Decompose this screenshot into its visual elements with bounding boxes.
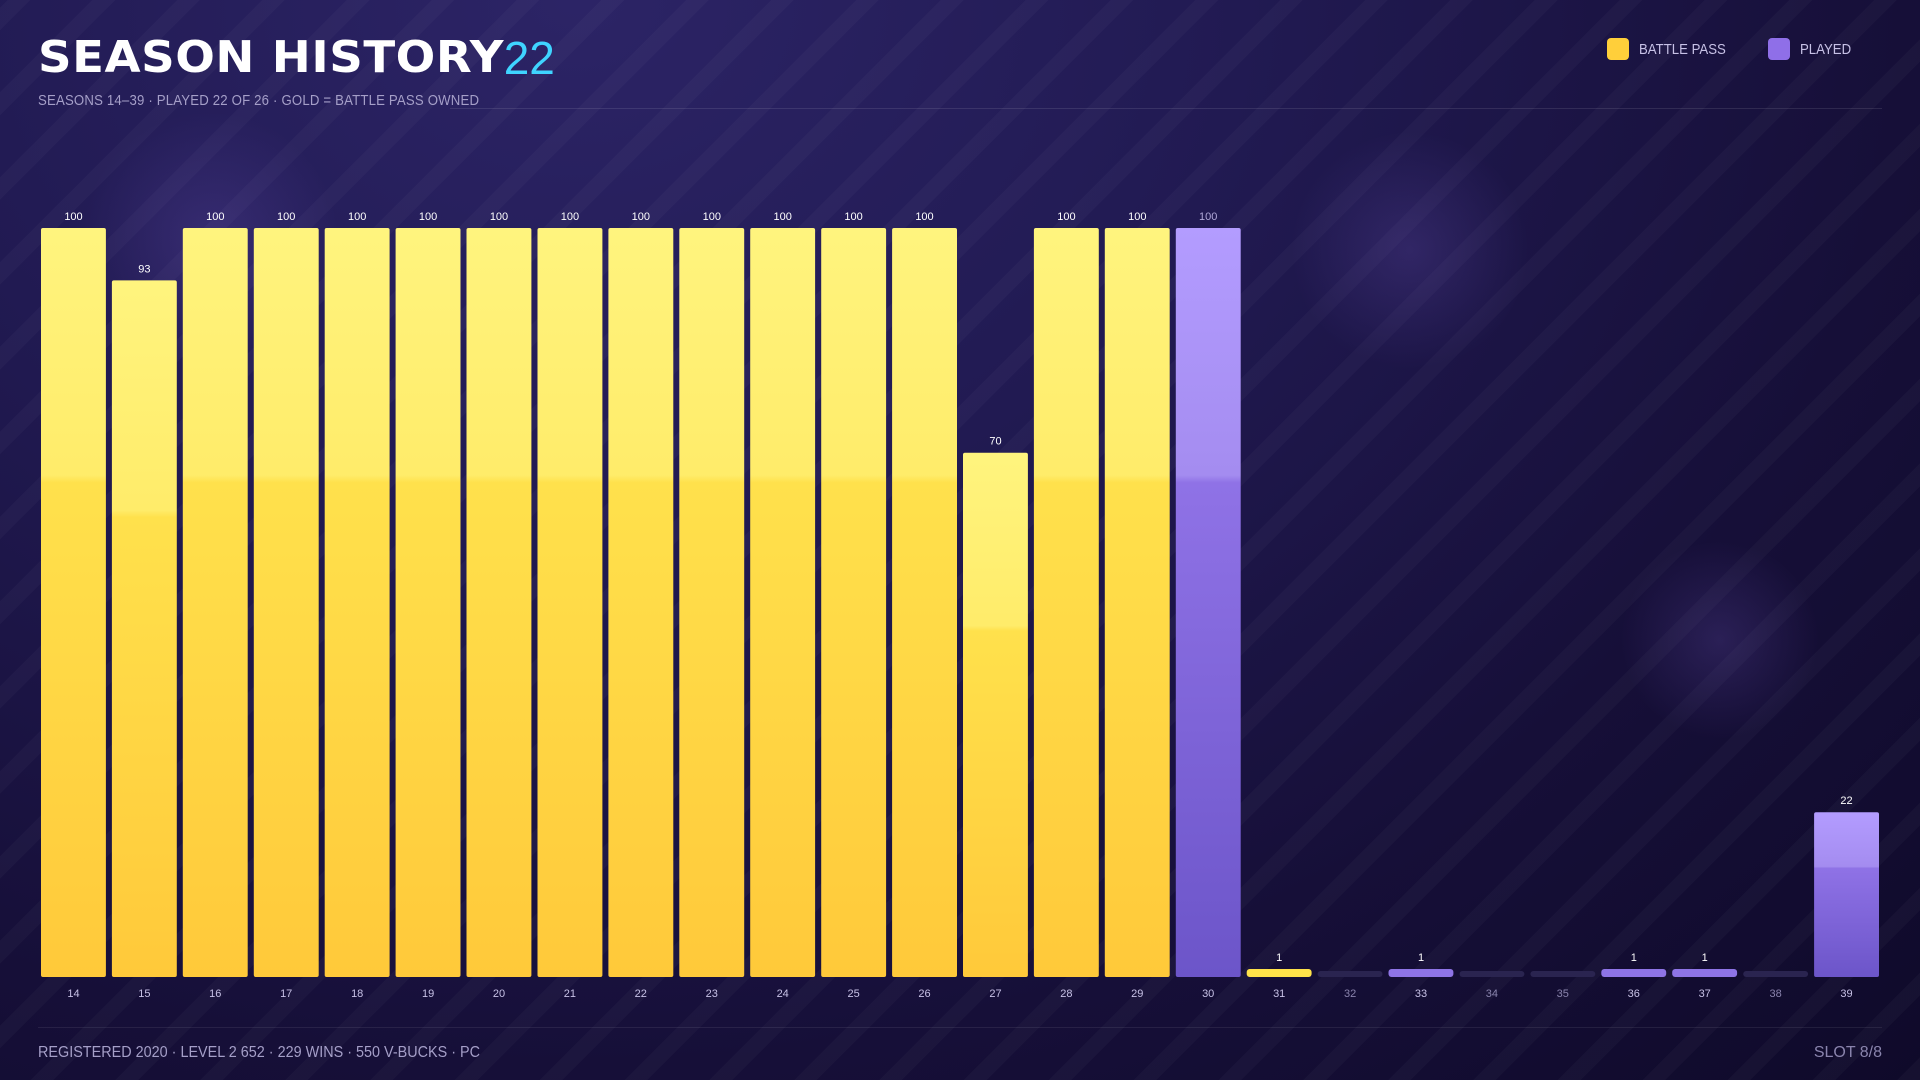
bar-season-20 (466, 228, 532, 977)
x-tick-label: 19 (422, 988, 434, 1000)
x-tick-label: 15 (138, 988, 150, 1000)
value-label: 100 (632, 211, 650, 223)
bar-season-29 (1104, 228, 1170, 977)
bar-season-36 (1601, 969, 1667, 977)
x-tick-label: 35 (1557, 988, 1569, 1000)
x-tick-label: 26 (918, 988, 930, 1000)
bar-season-34 (1459, 971, 1525, 977)
bar-season-15 (111, 280, 177, 977)
x-tick-label: 14 (67, 988, 79, 1000)
played-count: 22 (503, 32, 555, 84)
x-tick-label: 18 (351, 988, 363, 1000)
value-label: 100 (1057, 211, 1075, 223)
account-summary: REGISTERED 2020 · LEVEL 2 652 · 229 WINS… (38, 1044, 481, 1061)
value-label: 100 (490, 211, 508, 223)
page-subtitle: SEASONS 14–39 · PLAYED 22 OF 26 · GOLD =… (38, 92, 480, 109)
x-tick-label: 28 (1060, 988, 1072, 1000)
value-label: 100 (703, 211, 721, 223)
bar-season-28 (1033, 228, 1099, 977)
bar-season-26 (892, 228, 957, 977)
bar-season-30 (1175, 228, 1241, 977)
value-label: 100 (915, 211, 933, 223)
x-tick-label: 25 (847, 988, 859, 1000)
value-label: 100 (774, 211, 792, 223)
value-label: 100 (419, 211, 437, 223)
x-tick-label: 38 (1769, 988, 1781, 1000)
x-tick-label: 33 (1415, 988, 1427, 1000)
header-divider (450, 108, 1882, 109)
bar-season-21 (537, 228, 603, 977)
bar-season-22 (608, 228, 674, 977)
x-tick-label: 34 (1486, 988, 1498, 1000)
value-label: 100 (277, 211, 295, 223)
x-tick-label: 22 (635, 988, 647, 1000)
bar-season-38 (1743, 971, 1809, 977)
footer-divider (38, 1027, 1882, 1028)
bar-group (41, 228, 1879, 977)
value-label: 100 (561, 211, 579, 223)
value-label: 1 (1702, 952, 1708, 964)
x-tick-label: 37 (1699, 988, 1711, 1000)
x-tick-label: 21 (564, 988, 576, 1000)
value-label: 100 (1199, 211, 1217, 223)
x-tick-label: 23 (706, 988, 718, 1000)
value-label-group: 100 93 100 100 100 100 100 100 100 100 100 100 100 70… (64, 211, 1852, 964)
bar-season-33 (1388, 969, 1454, 977)
bar-season-14 (41, 228, 106, 977)
bar-season-25 (821, 228, 887, 977)
x-tick-label: 30 (1202, 988, 1214, 1000)
legend-item-battle-pass: BATTLE PASS (1607, 38, 1738, 60)
bar-season-19 (395, 228, 461, 977)
value-label: 93 (138, 263, 150, 275)
legend-label: BATTLE PASS (1639, 40, 1727, 58)
slot-indicator: SLOT 8/8 (1813, 1044, 1882, 1061)
bar-season-39 (1814, 812, 1879, 977)
legend-item-played: PLAYED (1767, 38, 1858, 60)
value-label: 70 (989, 436, 1001, 448)
x-tick-label: 20 (493, 988, 505, 1000)
x-tick-label: 29 (1131, 988, 1143, 1000)
bar-season-24 (750, 228, 816, 977)
x-tick-label: 31 (1273, 988, 1285, 1000)
bar-season-32 (1317, 971, 1383, 977)
x-tick-label: 27 (989, 988, 1001, 1000)
page-header: SEASON HISTORY 22 (38, 28, 555, 88)
season-bar-chart: 100 93 100 100 100 100 100 100 100 100 100 100 100 70… (41, 211, 1879, 1000)
value-label: 1 (1276, 952, 1282, 964)
chart-legend: BATTLE PASS PLAYED (1607, 38, 1858, 60)
value-label: 100 (64, 211, 82, 223)
page-title: SEASON HISTORY (38, 32, 505, 83)
bar-season-18 (324, 228, 390, 977)
value-label: 100 (844, 211, 862, 223)
bar-season-17 (253, 228, 319, 977)
bar-season-16 (182, 228, 248, 977)
x-tick-label: 24 (777, 988, 789, 1000)
x-tick-label: 16 (209, 988, 221, 1000)
value-label: 100 (1128, 211, 1146, 223)
x-axis-tick-labels: 14 15 16 17 18 19 20 21 22 23 24 25 26 27 28 29 30 31 32 33… (67, 988, 1852, 1000)
x-tick-label: 17 (280, 988, 292, 1000)
legend-swatch-battle-pass (1607, 38, 1630, 60)
x-tick-label: 32 (1344, 988, 1356, 1000)
bar-season-31 (1246, 969, 1312, 977)
value-label: 1 (1418, 952, 1424, 964)
value-label: 22 (1840, 795, 1852, 807)
x-tick-label: 39 (1840, 988, 1852, 1000)
value-label: 1 (1631, 952, 1637, 964)
value-label: 100 (348, 211, 366, 223)
legend-swatch-played (1767, 38, 1790, 60)
legend-label: PLAYED (1799, 40, 1852, 58)
bar-season-27 (963, 452, 1028, 977)
value-label: 100 (206, 211, 224, 223)
bar-season-37 (1672, 969, 1738, 977)
x-tick-label: 36 (1628, 988, 1640, 1000)
bar-season-23 (679, 228, 745, 977)
bar-season-35 (1530, 971, 1596, 977)
